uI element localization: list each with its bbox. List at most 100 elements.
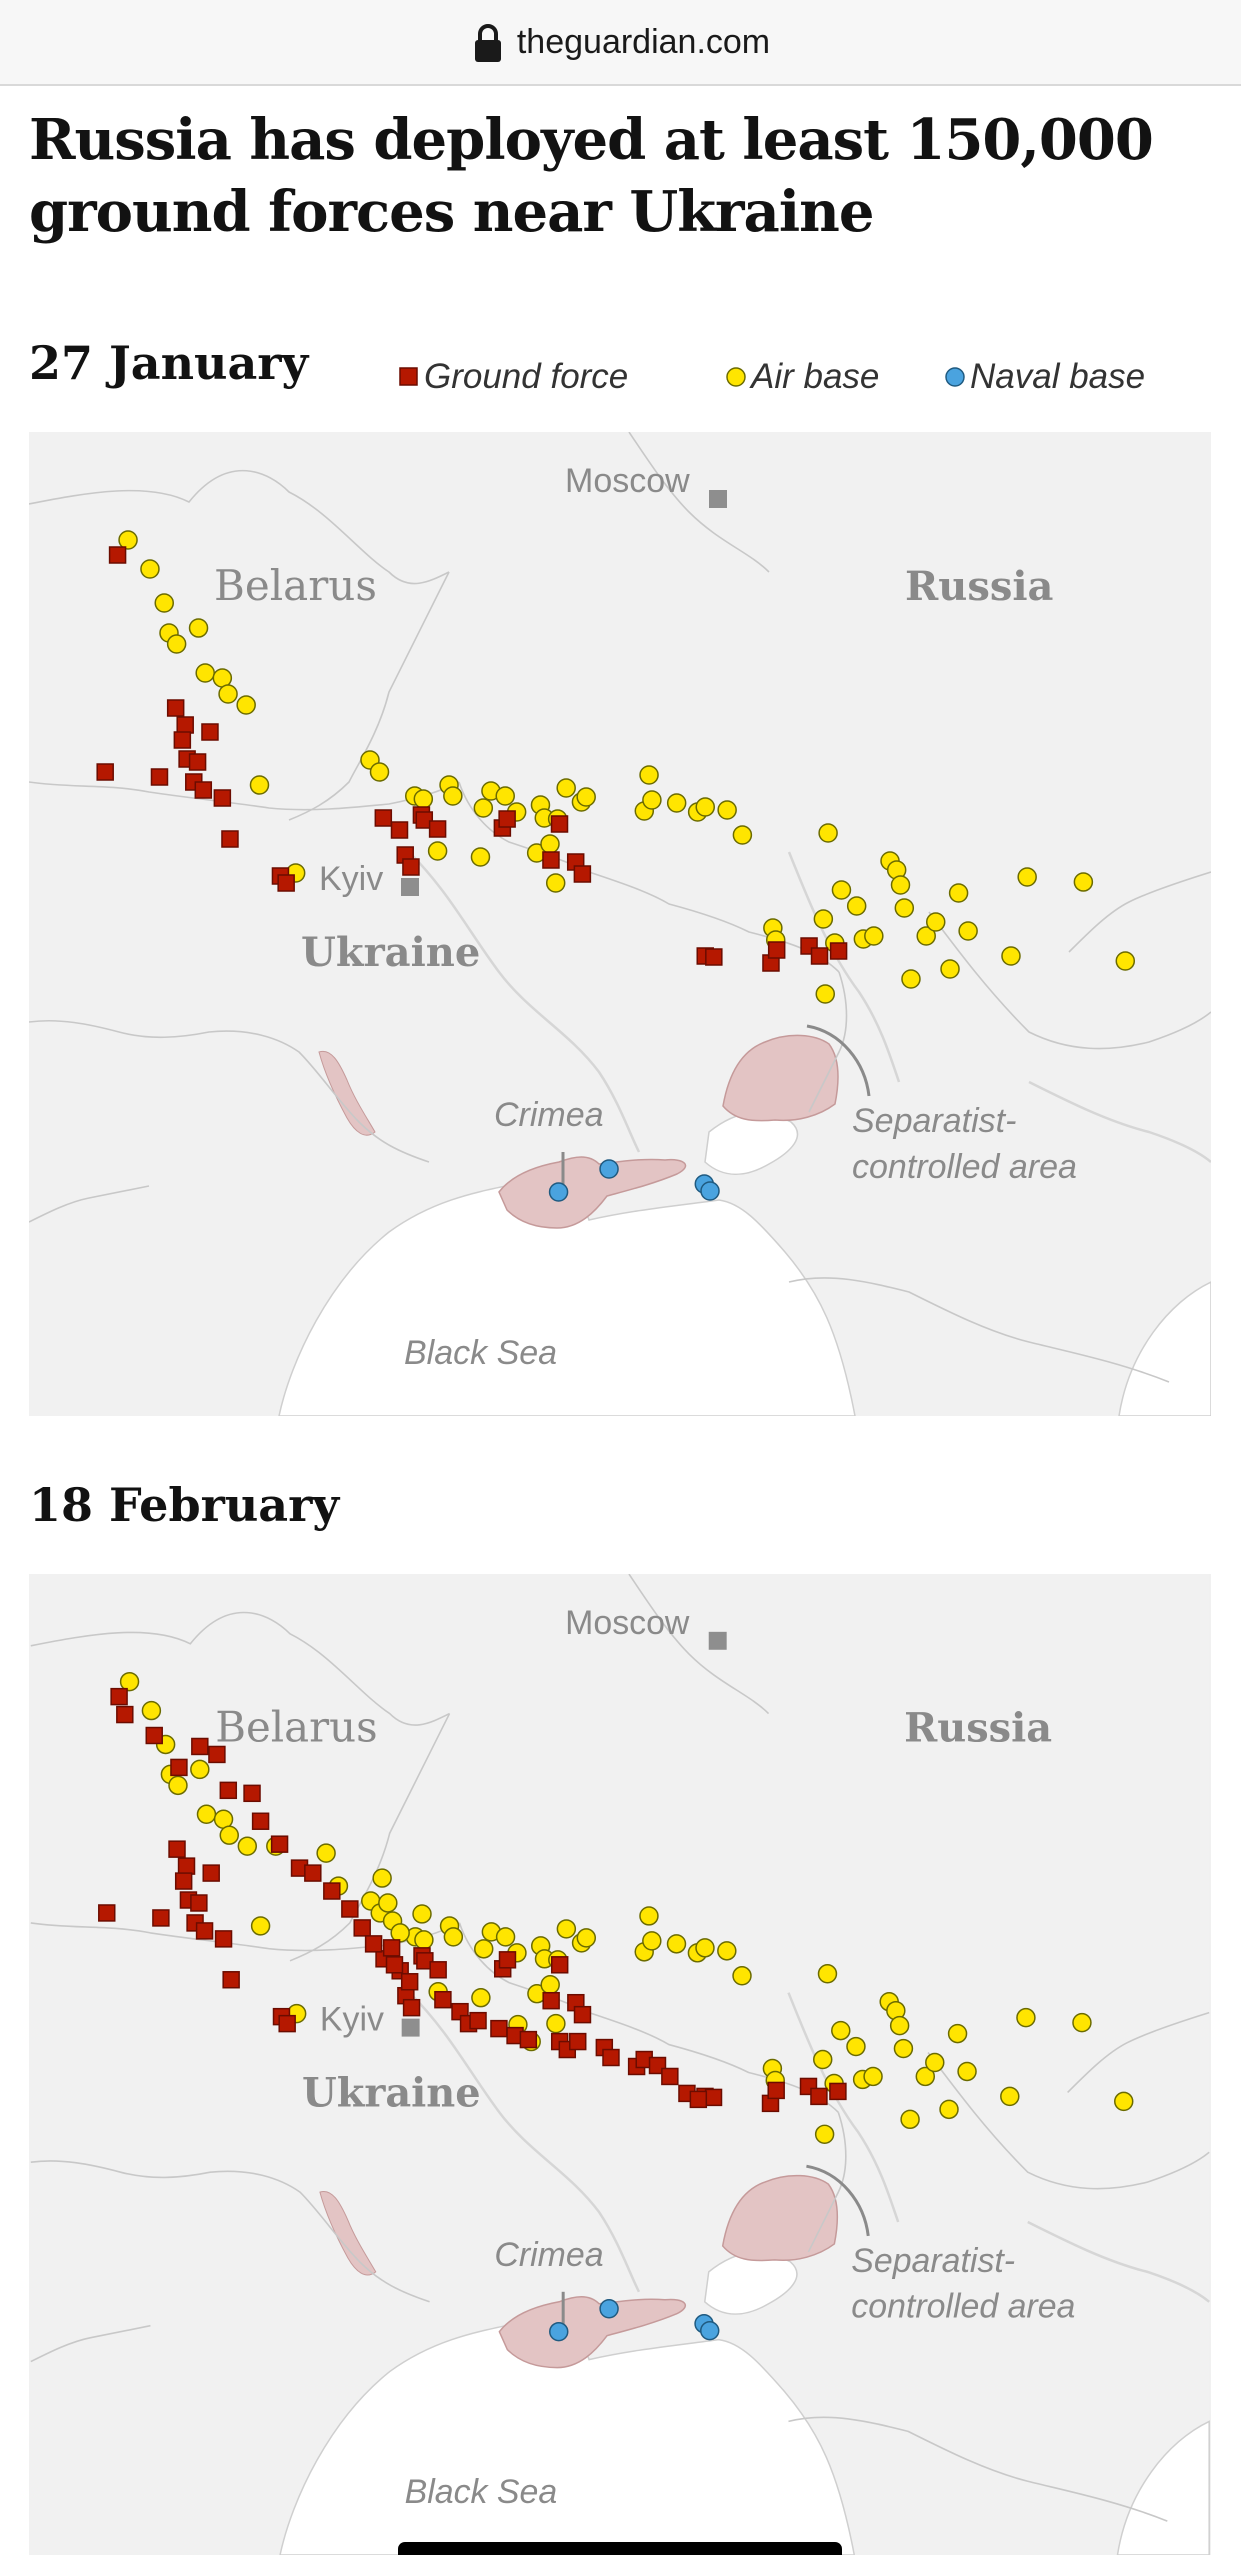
air-base-marker (1072, 2012, 1092, 2033)
moscow-label: Moscow (565, 462, 690, 500)
air-base-marker (556, 778, 576, 798)
ground-force-marker (202, 1864, 220, 1882)
air-base-marker (642, 1931, 662, 1951)
air-base-marker (666, 793, 687, 813)
air-base-marker (894, 898, 915, 918)
air-base-marker (901, 969, 921, 989)
ground-force-marker (767, 941, 786, 959)
map-date-1: 27 January (29, 336, 309, 390)
border-line (928, 911, 1211, 1050)
ground-force-marker (374, 809, 393, 827)
ground-force-marker (219, 1781, 238, 1800)
air-base-marker (576, 787, 596, 807)
map-18-february[interactable]: Moscow Belarus Russia Kyiv Ukraine Crimea Sepa… (29, 1574, 1211, 2555)
naval-base-marker (548, 1182, 569, 1202)
border-line (30, 2324, 151, 2363)
river-line (1027, 2220, 1210, 2303)
ground-force-marker (550, 815, 569, 833)
ground-force-square-icon (399, 367, 418, 386)
border-line (807, 2112, 847, 2253)
air-base-marker (378, 1893, 398, 1913)
ground-force-marker (382, 1939, 401, 1957)
air-base-marker (369, 762, 390, 782)
air-base-marker (427, 841, 448, 861)
naval-base-marker (700, 1181, 720, 1201)
ground-force-marker (98, 1904, 116, 1922)
home-indicator (398, 2542, 842, 2555)
ground-force-marker (166, 699, 185, 717)
map-27-january[interactable]: Moscow Belarus Russia Kyiv Ukraine Crimea Sepa… (29, 432, 1211, 1416)
air-base-marker (948, 883, 969, 903)
ukraine-label: Ukraine (301, 929, 480, 976)
air-base-marker (889, 2015, 910, 2036)
air-base-marker (372, 1868, 392, 1888)
browser-url-bar[interactable]: theguardian.com (0, 0, 1241, 86)
air-base-marker (814, 2124, 835, 2145)
river-line (787, 851, 901, 1083)
ground-force-marker (689, 2090, 708, 2109)
ukraine-label: Ukraine (302, 2070, 481, 2116)
air-base-marker (831, 880, 852, 900)
air-base-marker (639, 1906, 659, 1926)
border-line (29, 781, 460, 811)
ground-force-marker (194, 781, 213, 799)
air-base-marker (471, 1987, 491, 2008)
ground-force-marker (251, 1812, 270, 1830)
air-base-marker (939, 2099, 959, 2120)
air-base-marker (732, 1966, 752, 1986)
air-base-marker (249, 775, 270, 795)
map-canvas: Moscow Belarus Russia Kyiv Ukraine Crimea Sepa… (29, 432, 1211, 1416)
ground-force-marker (661, 2067, 679, 2086)
ground-force-marker (434, 1990, 452, 2009)
moscow-city-marker (709, 490, 727, 508)
air-base-marker (695, 1938, 715, 1958)
border-line (788, 2416, 1168, 2522)
air-base-marker (154, 593, 174, 613)
air-base-marker (1114, 2091, 1134, 2112)
ground-force-marker (110, 1687, 128, 1706)
moscow-city-marker (708, 1631, 727, 1650)
ground-force-marker (550, 1956, 569, 1974)
air-base-marker (818, 823, 838, 843)
ground-force-marker (704, 2088, 723, 2107)
ground-force-marker (168, 1840, 186, 1858)
air-base-marker (695, 797, 715, 817)
ground-force-marker (542, 851, 560, 869)
air-base-marker (190, 1759, 210, 1780)
air-base-marker (831, 2020, 851, 2041)
naval-base-marker (700, 2320, 720, 2341)
air-base-marker (443, 1927, 464, 1947)
air-base-marker (195, 663, 215, 683)
caspian-sea-shape (1118, 1281, 1211, 1416)
air-base-marker (236, 695, 256, 715)
air-base-marker (846, 896, 867, 916)
air-base-marker (141, 1700, 162, 1721)
ground-force-marker (402, 1998, 421, 2017)
air-base-marker (1073, 872, 1094, 892)
border-line (29, 1185, 150, 1223)
ground-force-marker (201, 723, 219, 741)
air-base-marker (474, 1939, 494, 1959)
border-line (808, 971, 848, 1113)
ground-force-marker (108, 546, 127, 564)
kyiv-label: Kyiv (319, 860, 383, 898)
air-base-marker (1115, 951, 1136, 971)
russia-label: Russia (904, 1705, 1052, 1751)
air-base-marker (168, 1775, 188, 1796)
air-base-marker (717, 800, 737, 820)
ground-force-marker (705, 948, 723, 966)
air-base-marker (940, 959, 960, 979)
ground-force-marker (385, 1956, 404, 1974)
air-base-marker (925, 2052, 945, 2073)
black-sea-label: Black Sea (404, 1334, 557, 1372)
air-base-marker (925, 912, 946, 932)
border-line (288, 571, 450, 821)
ground-force-marker (174, 1872, 193, 1890)
ground-force-marker (498, 1951, 517, 1969)
ground-force-marker (150, 768, 169, 786)
border-line (628, 1574, 770, 1715)
kyiv-city-marker (401, 878, 419, 896)
air-base-marker (947, 2023, 968, 2044)
ground-force-marker (498, 810, 516, 828)
ground-force-marker (176, 716, 194, 734)
